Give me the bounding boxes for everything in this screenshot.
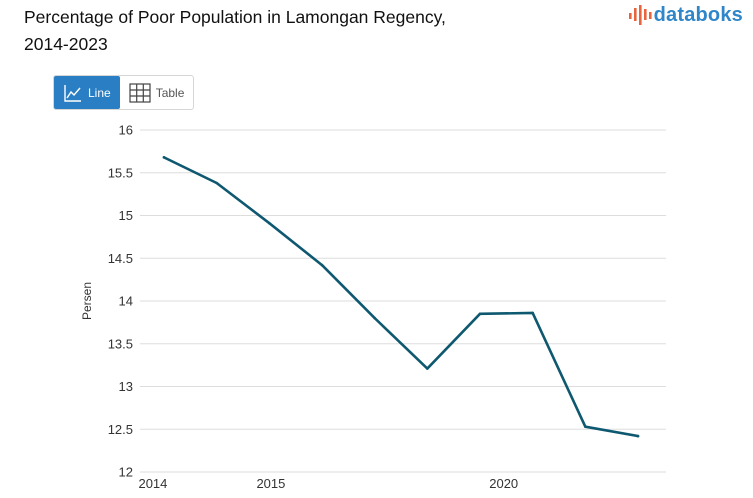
y-tick-label: 14: [119, 294, 133, 309]
data-point[interactable]: [162, 156, 166, 159]
series-line: [162, 156, 640, 438]
x-tick-label: 2014: [138, 476, 167, 491]
data-point[interactable]: [320, 263, 324, 267]
chart-series: [162, 156, 640, 438]
chart-title-line-2: 2014-2023: [24, 34, 108, 54]
chart-gridlines: [140, 129, 666, 473]
y-axis-label: Persen: [80, 282, 94, 320]
y-tick-label: 12.5: [108, 422, 133, 437]
chart-title: Percentage of Poor Population in Lamonga…: [24, 4, 544, 58]
y-tick-label: 13: [119, 379, 133, 394]
view-toggle: Line Table: [53, 75, 195, 110]
data-point[interactable]: [268, 221, 271, 225]
chart-title-line-1: Percentage of Poor Population in Lamonga…: [24, 7, 446, 27]
x-tick-label: 2020: [489, 476, 518, 491]
x-tick-label: 2015: [256, 476, 285, 491]
data-point[interactable]: [478, 312, 482, 316]
line-view-button[interactable]: Line: [54, 76, 120, 109]
databoks-logo: databoks: [628, 4, 743, 27]
data-point[interactable]: [215, 181, 218, 185]
data-point[interactable]: [584, 425, 587, 428]
y-tick-label: 12: [119, 465, 133, 480]
y-tick-label: 15: [119, 208, 133, 223]
y-tick-label: 13.5: [108, 336, 133, 351]
data-point[interactable]: [636, 434, 640, 438]
y-tick-label: 15.5: [108, 165, 133, 180]
data-point[interactable]: [426, 367, 429, 370]
brand-name: databoks: [653, 4, 743, 26]
line-chart-icon: [64, 84, 81, 102]
table-view-label: Table: [155, 85, 185, 100]
y-tick-label: 14.5: [108, 251, 133, 266]
databoks-bars-icon: [628, 4, 652, 25]
line-view-label: Line: [88, 85, 111, 100]
data-point[interactable]: [531, 311, 534, 315]
table-view-button[interactable]: Table: [120, 76, 194, 109]
x-axis-ticks: 2014 2015 2020: [138, 476, 518, 491]
y-axis-ticks: 12 12.5 13 13.5 14 14.5 15 15.5 16: [108, 123, 133, 480]
y-tick-label: 16: [119, 123, 133, 138]
data-point[interactable]: [373, 316, 376, 320]
table-grid-icon: [129, 82, 151, 103]
